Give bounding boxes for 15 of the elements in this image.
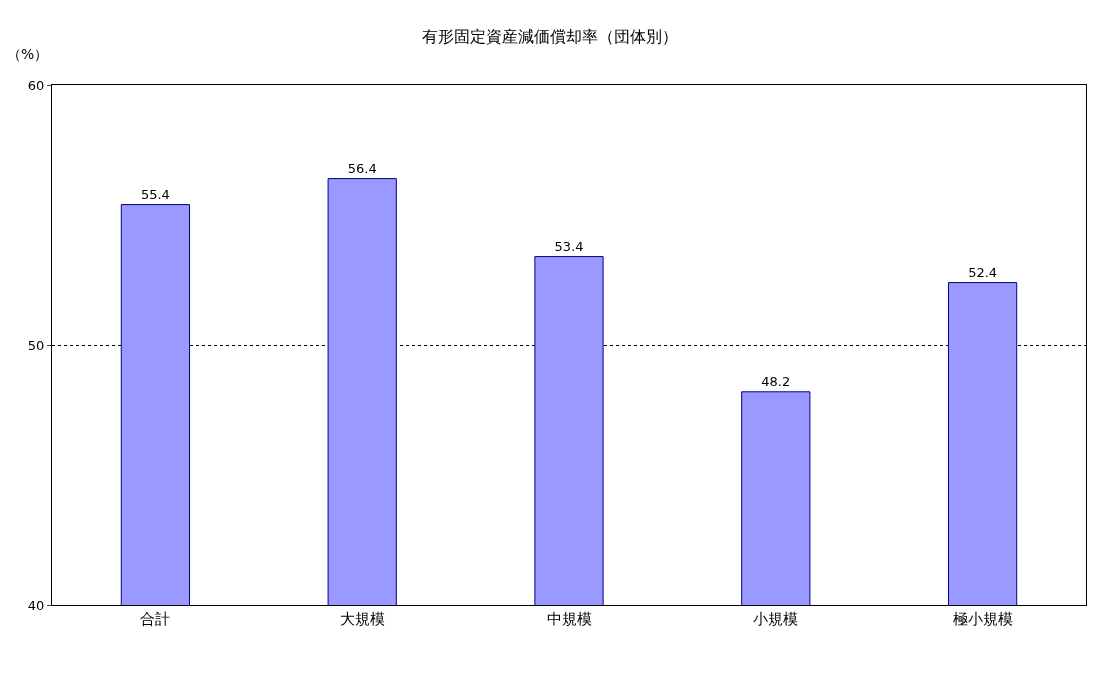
data-label: 48.2 [761, 373, 791, 389]
data-label: 53.4 [554, 238, 584, 254]
x-tick-label: 中規模 [546, 610, 592, 628]
data-label: 55.4 [140, 186, 170, 202]
chart-title: 有形固定資産減価償却率（団体別） [422, 26, 678, 46]
data-label: 56.4 [347, 160, 377, 176]
x-tick-label: 合計 [140, 610, 171, 628]
y-tick-label: 60 [27, 77, 45, 93]
x-tick-label: 極小規模 [952, 610, 1013, 628]
data-label: 52.4 [968, 264, 998, 280]
y-axis-title: （%） [7, 46, 49, 62]
x-tick-label: 大規模 [339, 610, 385, 628]
y-tick-label: 40 [27, 597, 45, 613]
y-tick-label: 50 [27, 337, 45, 353]
x-tick-label: 小規模 [753, 610, 799, 628]
